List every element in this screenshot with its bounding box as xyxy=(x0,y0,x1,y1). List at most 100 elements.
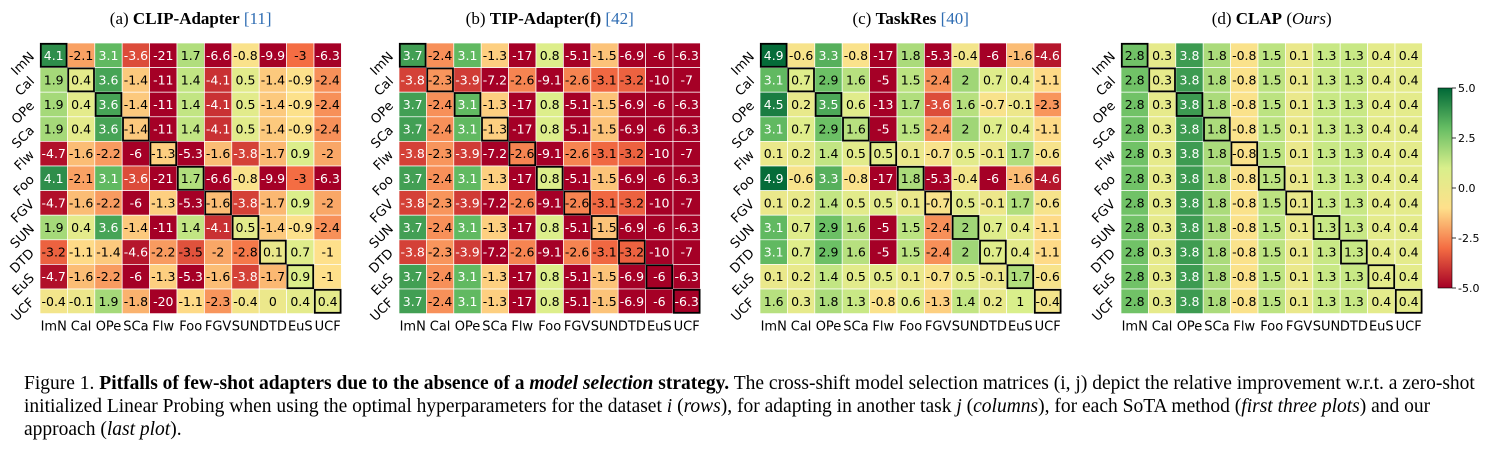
cell-label: -3.1 xyxy=(592,195,616,210)
cell-label: 3.7 xyxy=(403,171,423,186)
cell-label: -20 xyxy=(153,294,173,309)
diagonal-box xyxy=(1394,288,1423,314)
cell-label: -7 xyxy=(680,146,692,161)
cell-label: 0.1 xyxy=(263,245,283,260)
heatmap-cell xyxy=(1394,264,1423,290)
y-tick-label: Flw xyxy=(1093,148,1119,174)
x-tick-label: Flw xyxy=(152,320,174,335)
cell-label: -9.1 xyxy=(538,72,562,87)
cell-label: -7 xyxy=(680,72,692,87)
cell-label: 0.1 xyxy=(901,195,921,210)
heatmap-cell xyxy=(1312,190,1341,216)
cell-label: 1.3 xyxy=(1344,294,1364,309)
x-tick-label: EuS xyxy=(1008,320,1033,335)
cell-label: -4.6 xyxy=(1036,48,1060,63)
cell-label: -6 xyxy=(653,122,666,137)
cell-label: 3.1 xyxy=(458,97,478,112)
heatmap-cell xyxy=(896,91,925,118)
x-tick-label: ImN xyxy=(1122,320,1148,335)
cell-label: -0.1 xyxy=(981,195,1005,210)
heatmap-cell xyxy=(1257,190,1286,216)
heatmap-cell xyxy=(94,190,123,216)
cell-label: 1.8 xyxy=(901,171,921,186)
heatmap-cell xyxy=(1312,214,1341,241)
cell-label: 1.9 xyxy=(44,72,64,87)
heatmap-cell xyxy=(1339,214,1368,241)
panel-title: (c) TaskRes [40] xyxy=(852,9,969,28)
y-tick-label: SUN xyxy=(1089,222,1119,252)
cell-label: -0.6 xyxy=(789,48,813,63)
y-tick-label: DTD xyxy=(366,246,396,276)
cell-label: -10 xyxy=(649,245,669,260)
cell-label: -3.2 xyxy=(620,195,644,210)
y-tick-label: ImN xyxy=(729,50,758,79)
x-tick-label: OPe xyxy=(96,320,122,335)
y-tick-label: ImN xyxy=(1090,50,1119,79)
x-tick-label: SUN xyxy=(591,320,619,335)
heatmap-cell xyxy=(1394,288,1423,314)
heatmap-cell xyxy=(1230,91,1259,118)
heatmap-cell xyxy=(398,165,427,191)
heatmap-cell xyxy=(1006,239,1035,265)
heatmap-cell xyxy=(258,214,287,241)
heatmap-cell xyxy=(672,42,701,68)
diagonal-box xyxy=(1006,264,1035,290)
cell-label: 0.3 xyxy=(1152,294,1172,309)
heatmap-cell xyxy=(787,141,816,167)
cell-label: -6.9 xyxy=(620,294,644,309)
cell-label: -6.6 xyxy=(206,171,230,186)
diagonal-box xyxy=(231,215,260,240)
cell-label: -2.4 xyxy=(316,97,340,112)
y-tick-label: FGV xyxy=(368,197,397,226)
y-tick-label: FGV xyxy=(1090,197,1119,226)
cell-label: -5.1 xyxy=(565,122,589,137)
cell-label: 0.1 xyxy=(764,195,784,210)
cell-label: -1.4 xyxy=(96,245,120,260)
cell-label: -2.1 xyxy=(69,48,93,63)
heatmap-cell xyxy=(480,91,509,118)
heatmap-cell xyxy=(1312,91,1341,118)
cell-label: -0.8 xyxy=(233,48,257,63)
x-tick-label: DTD xyxy=(259,320,287,335)
y-tick-label: Foo xyxy=(370,172,397,199)
cell-label: -2.4 xyxy=(926,245,950,260)
x-tick-label: Foo xyxy=(538,320,561,335)
cell-label: -11 xyxy=(153,122,173,137)
cell-label: 1.7 xyxy=(1010,195,1030,210)
heatmap-cell xyxy=(480,288,509,314)
heatmap-cell xyxy=(67,67,96,93)
cell-label: 0.7 xyxy=(791,245,811,260)
cell-label: -0.7 xyxy=(926,146,950,161)
cell-label: -3.2 xyxy=(620,245,644,260)
cell-label: -3.8 xyxy=(401,72,425,87)
cell-label: 1.7 xyxy=(1010,146,1030,161)
x-tick-label: FGV xyxy=(925,320,952,335)
cell-label: -7.2 xyxy=(483,72,507,87)
cell-label: 0.1 xyxy=(901,146,921,161)
cell-label: -0.8 xyxy=(1232,146,1256,161)
cell-label: -2 xyxy=(212,245,224,260)
cell-label: 1.3 xyxy=(1344,269,1364,284)
cell-label: -4.1 xyxy=(206,122,230,137)
heatmap-cell xyxy=(508,214,537,241)
cell-label: -6.9 xyxy=(620,48,644,63)
cell-label: 4.5 xyxy=(764,97,784,112)
heatmap-cell xyxy=(1202,214,1231,241)
heatmap-cell xyxy=(231,67,260,93)
cell-label: -2.3 xyxy=(428,146,452,161)
cell-label: 3.1 xyxy=(458,122,478,137)
x-tick-label: FGV xyxy=(1286,320,1313,335)
cell-label: -6 xyxy=(653,48,666,63)
heatmap-cell xyxy=(645,288,674,314)
cell-label: -2.6 xyxy=(565,195,589,210)
heatmap-cell xyxy=(480,116,509,142)
cell-label: 3.8 xyxy=(1180,122,1200,137)
heatmap-panel-1: (a) CLIP-Adapter [11] 4.1 -2.1 3.1 -3.6 -21 1.… xyxy=(7,9,342,335)
y-tick-label: OPe xyxy=(9,99,38,128)
cell-label: -10 xyxy=(649,72,669,87)
heatmap-cell xyxy=(1312,67,1341,93)
cell-label: 0.1 xyxy=(1289,171,1309,186)
cell-label: -3.8 xyxy=(401,146,425,161)
heatmap-cell xyxy=(286,116,315,142)
cell-label: 1.3 xyxy=(1317,245,1337,260)
